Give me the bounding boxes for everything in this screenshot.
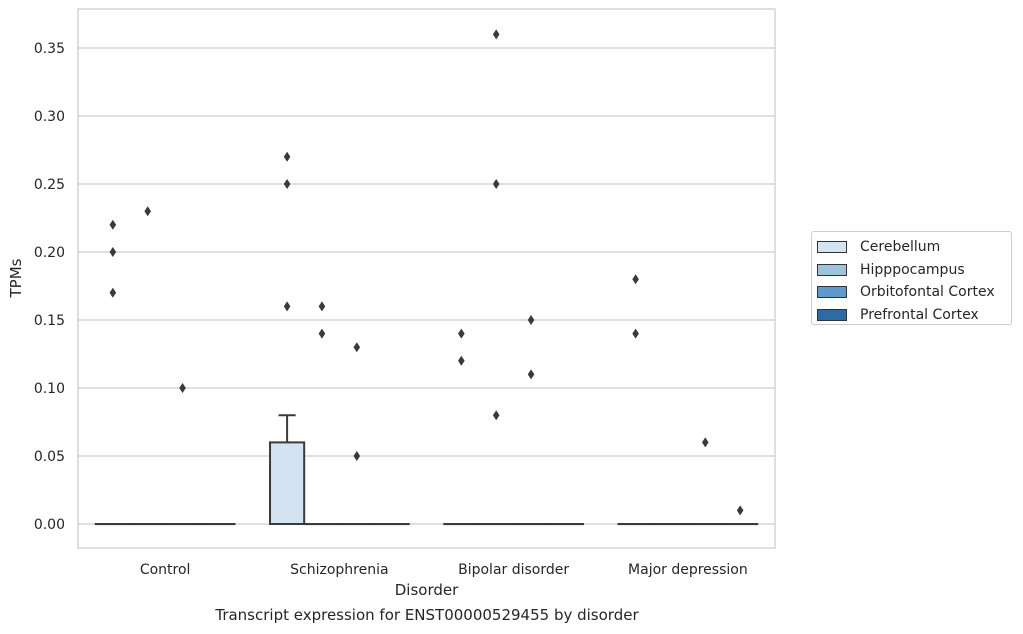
- legend-swatch: [817, 286, 847, 299]
- legend-swatch: [817, 308, 847, 321]
- y-tick-label: 0.00: [34, 517, 65, 533]
- outlier-point: [318, 301, 326, 312]
- outlier-point: [283, 151, 291, 162]
- legend-label: Prefrontal Cortex: [860, 306, 979, 323]
- y-tick-label: 0.20: [34, 245, 65, 261]
- legend-item: Prefrontal Cortex: [817, 304, 1011, 327]
- y-tick-label: 0.05: [34, 449, 65, 465]
- outlier-point: [632, 274, 639, 285]
- outlier-point: [492, 410, 500, 421]
- outlier-point: [144, 206, 151, 217]
- outlier-point: [492, 29, 500, 40]
- legend-swatch: [817, 241, 847, 254]
- x-axis-label: Disorder: [395, 581, 459, 599]
- chart-caption: Transcript expression for ENST0000052945…: [215, 606, 639, 624]
- outlier-point: [492, 179, 500, 189]
- plot-area: [77, 8, 776, 549]
- x-tick-label: Schizophrenia: [290, 562, 388, 578]
- outlier-point: [283, 179, 291, 189]
- y-tick-label: 0.35: [34, 41, 65, 57]
- outlier-point: [109, 287, 117, 298]
- y-tick-label: 0.15: [34, 313, 65, 329]
- outlier-point: [527, 315, 535, 325]
- outlier-point: [109, 219, 117, 230]
- outlier-point: [353, 342, 361, 353]
- legend-label: Cerebellum: [860, 239, 941, 256]
- legend-item: Orbitofontal Cortex: [817, 281, 1011, 304]
- outlier-point: [458, 355, 465, 366]
- legend-swatch: [817, 263, 847, 276]
- y-tick-label: 0.10: [34, 381, 65, 397]
- legend-item: Hipppocampus: [817, 259, 1011, 282]
- legend-item: Cerebellum: [817, 236, 1011, 259]
- outlier-point: [702, 437, 709, 448]
- outlier-point: [736, 505, 744, 516]
- outlier-point: [109, 247, 117, 257]
- boxes: [94, 414, 759, 526]
- y-tick-label: 0.25: [34, 177, 65, 193]
- outlier-point: [179, 383, 186, 393]
- x-tick-label: Control: [140, 562, 191, 578]
- outlier-point: [353, 451, 361, 461]
- outlier-point: [318, 328, 326, 339]
- x-tick-label: Major depression: [628, 562, 748, 578]
- x-tick-label: Bipolar disorder: [458, 562, 569, 578]
- x-axis-ticks: Control Schizophrenia Bipolar disorder Majo…: [140, 562, 748, 578]
- y-tick-label: 0.30: [34, 109, 65, 125]
- outlier-point: [527, 369, 535, 380]
- legend-label: Hipppocampus: [860, 261, 965, 278]
- legend-label: Orbitofontal Cortex: [860, 284, 995, 301]
- outlier-point: [458, 328, 465, 339]
- outlier-point: [283, 301, 291, 312]
- box-cerebellum: [269, 414, 306, 525]
- y-axis-ticks: 0.00 0.05 0.10 0.15 0.20 0.25 0.30 0.35: [34, 41, 65, 533]
- outlier-point: [632, 328, 639, 339]
- legend: Cerebellum Hipppocampus Orbitofontal Corte…: [811, 231, 1012, 325]
- outlier-points: [109, 29, 744, 516]
- box-body: [269, 441, 306, 525]
- y-axis-label: TPMs: [7, 258, 25, 298]
